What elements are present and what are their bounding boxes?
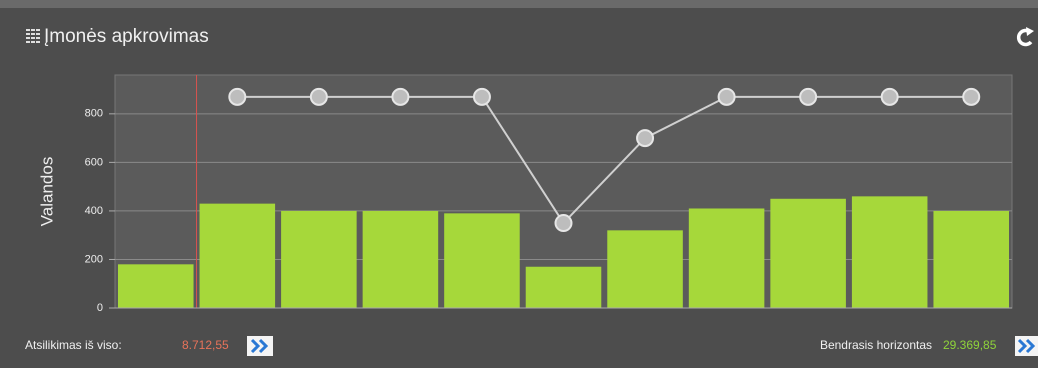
bar [933, 210, 1009, 308]
line-marker [309, 87, 328, 106]
line-marker [472, 87, 491, 106]
bar [525, 266, 602, 308]
line-marker [880, 87, 899, 106]
horizon-label: Bendrasis horizontas [820, 338, 932, 352]
bar [688, 208, 765, 308]
backlog-details-button[interactable] [247, 336, 273, 356]
line-marker [636, 129, 655, 148]
y-tick-label: 0 [97, 302, 103, 314]
bar [362, 210, 439, 308]
y-tick-label: 400 [85, 205, 103, 217]
line [237, 95, 972, 225]
top-strip [0, 0, 1038, 8]
line-marker [228, 87, 247, 106]
bar [770, 198, 846, 308]
bar [444, 213, 520, 308]
y-tick-label: 800 [85, 108, 103, 120]
line-marker [391, 87, 410, 106]
chart: 0 200 400 600 800 Valandos [37, 75, 1012, 314]
line-marker [717, 87, 736, 106]
refresh-button[interactable] [1016, 27, 1034, 47]
horizon-value: 29.369,85 [943, 338, 997, 352]
line-marker [799, 87, 818, 106]
widget-title: Įmonės apkrovimas [44, 26, 209, 47]
y-axis-label: Valandos [37, 157, 56, 227]
line-marker [962, 87, 981, 106]
bar [199, 203, 276, 308]
grid-icon [26, 29, 40, 43]
line-marker [554, 214, 573, 233]
y-tick-label: 200 [85, 253, 103, 265]
bar [281, 210, 357, 308]
bar [851, 196, 928, 308]
bar [607, 230, 683, 308]
horizon-details-button[interactable] [1015, 336, 1038, 356]
bar [118, 264, 194, 308]
backlog-value: 8.712,55 [182, 338, 229, 352]
backlog-label: Atsilikimas iš viso: [25, 338, 122, 352]
y-tick-label: 600 [85, 156, 103, 168]
